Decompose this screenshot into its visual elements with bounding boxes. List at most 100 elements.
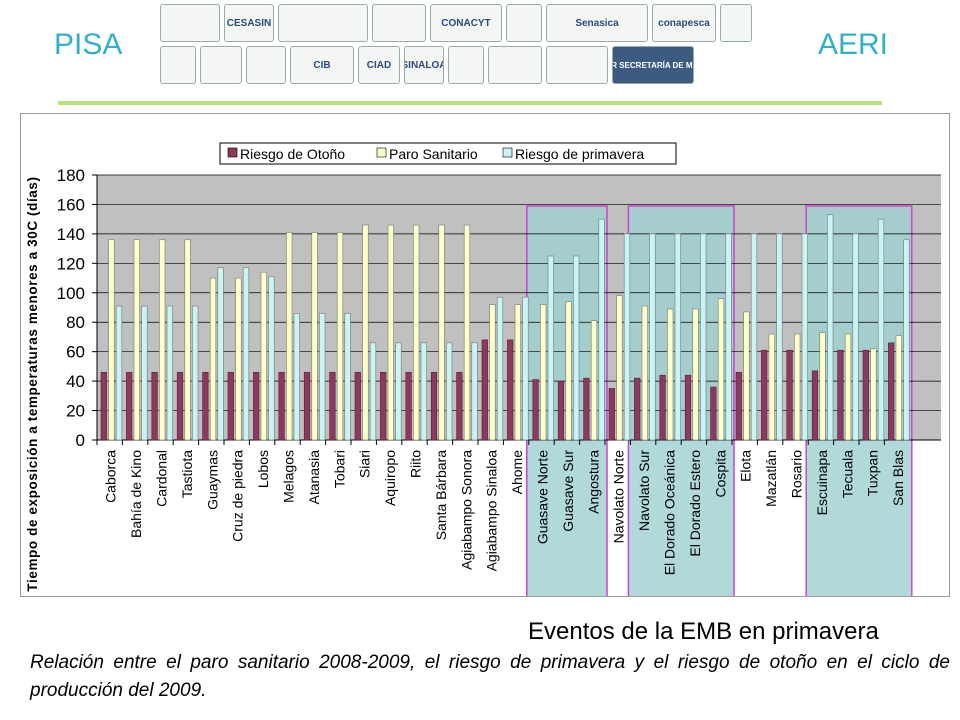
logo-shield [720, 4, 752, 42]
partner-logos: CESASIN CONACYT Senasica conapesca CIB C… [160, 4, 810, 88]
x-tick-label: Tecuala [839, 450, 855, 498]
bar-3-Riito [420, 342, 427, 441]
logo-sinaloa: SINALOA [404, 46, 444, 84]
logo-comite-bcs [372, 4, 426, 42]
bar-2-Tastiota [184, 239, 191, 441]
bar-2-Tobari [336, 232, 344, 441]
x-tick-label: Melagos [281, 450, 297, 503]
bar-1-Melagos [278, 371, 285, 441]
bar-2-Riito [413, 224, 420, 441]
bar-1-Rosario [786, 349, 793, 441]
y-tick-label: 180 [57, 166, 85, 185]
bar-1-Ahome [507, 339, 514, 441]
bar-3-Agiabampo Sonora [471, 342, 478, 441]
figure-caption: Relación entre el paro sanitario 2008-20… [30, 652, 950, 701]
bar-2-Lobos [260, 271, 267, 441]
logo-senasica: Senasica [546, 4, 648, 42]
legend-label-1: Riesgo de Otoño [240, 146, 345, 162]
bar-2-El Dorado Estero [692, 308, 699, 441]
bar-1-El Dorado Estero [684, 374, 692, 441]
bar-2-Siari [362, 224, 369, 441]
x-tick-label: Cospita [712, 450, 728, 498]
x-tick-label: Santa Bárbara [433, 450, 449, 540]
logo-round-seal [488, 46, 542, 84]
bar-3-Tecuala [852, 233, 859, 441]
bar-3-Guasave Norte [547, 255, 554, 441]
legend-label-3: Riesgo de primavera [515, 146, 644, 162]
bar-1-Guasave Norte [532, 379, 539, 441]
bar-2-Tuxpan [870, 348, 877, 441]
bar-2-Elota [743, 311, 750, 441]
logo-sanidad [546, 46, 608, 84]
bar-1-Cruz de piedra [227, 371, 234, 441]
bar-3-Ahome [522, 296, 529, 441]
bar-1-Escuinapa [811, 370, 819, 441]
bar-2-Escuinapa [819, 332, 826, 441]
bar-3-Bahía de Kino [141, 305, 148, 441]
bar-1-Angostura [583, 377, 590, 441]
bar-1-Agiabampo Sinaloa [481, 339, 488, 441]
header-divider [58, 101, 882, 105]
bar-2-Santa Bárbara [438, 224, 445, 441]
y-tick-label: 100 [57, 284, 85, 303]
bar-2-Cruz de piedra [235, 277, 242, 441]
bar-1-Elota [735, 371, 742, 441]
bar-1-Navolato Sur [634, 377, 641, 441]
bar-3-Tuxpan [877, 218, 885, 441]
bar-1-Cospita [710, 386, 717, 441]
logo-conapesca: conapesca [652, 4, 716, 42]
y-tick-label: 40 [66, 372, 85, 391]
bar-3-Agiabampo Sinaloa [496, 296, 504, 441]
bar-3-Tobari [344, 313, 351, 441]
bar-2-Angostura [590, 320, 598, 441]
bar-2-Caborca [108, 239, 115, 441]
bar-chart: 0 20 40 60 80 100 120 140 160 180 Caborca Bahía de … [25, 142, 941, 605]
logo-cesasin: CESASIN [224, 4, 274, 42]
logo-row-1: CESASIN CONACYT Senasica conapesca [160, 4, 810, 42]
x-tick-label: Escuinapa [814, 450, 830, 516]
x-tick-label: Tobari [331, 450, 347, 488]
x-tick-label: Caborca [103, 450, 119, 503]
x-tick-label: Navolato Norte [611, 450, 627, 544]
logo-seal [200, 46, 242, 84]
brand-left: PISA [54, 28, 123, 61]
bar-3-El Dorado Estero [700, 233, 707, 441]
bar-1-Atanasia [303, 371, 311, 441]
x-tick-label: Bahía de Kino [128, 450, 144, 538]
bar-2-Cospita [717, 298, 725, 441]
logo-crest [246, 46, 286, 84]
bar-3-Guaymas [217, 267, 224, 441]
x-tick-label: Rosario [789, 450, 805, 498]
logo-sagarpa [506, 4, 542, 42]
bar-2-Rosario [794, 333, 801, 441]
x-tick-label: Navolato Sur [636, 450, 652, 531]
bar-1-Agiabampo Sonora [456, 371, 463, 441]
bar-3-Angostura [598, 218, 605, 441]
bar-3-Rosario [801, 233, 808, 441]
logo-row-2: CIB CIAD SINALOA SEMAR SECRETARÍA DE MAR… [160, 46, 810, 84]
y-tick-label: 140 [57, 225, 85, 244]
x-tick-label: Guaymas [204, 450, 220, 510]
bar-3-Guasave Sur [573, 255, 580, 441]
y-tick-label: 0 [76, 431, 85, 450]
bar-3-Navolato Sur [649, 233, 656, 441]
bar-1-San Blas [888, 342, 895, 441]
x-tick-label: Cardonal [154, 450, 170, 507]
bar-3-Cardonal [166, 305, 173, 441]
bar-2-Bahía de Kino [133, 239, 140, 441]
bar-3-Siari [369, 342, 377, 441]
bar-1-Aquiropo [380, 371, 387, 441]
logo-emblem [448, 46, 484, 84]
bar-2-Mazatlán [768, 333, 775, 441]
bar-3-San Blas [903, 239, 910, 441]
legend-label-2: Paro Sanitario [389, 146, 478, 162]
logo-cib: CIB [290, 46, 354, 84]
x-tick-label: Tastiota [179, 450, 195, 498]
bar-3-Atanasia [319, 313, 326, 441]
y-axis-title: Tiempo de exposición a temperaturas meno… [25, 176, 40, 591]
events-caption: Eventos de la EMB en primavera [528, 618, 879, 645]
bar-1-Siari [354, 371, 361, 441]
y-tick-label: 120 [57, 254, 85, 273]
logo-conacyt: CONACYT [430, 4, 502, 42]
x-tick-label: Aquiropo [382, 450, 398, 506]
